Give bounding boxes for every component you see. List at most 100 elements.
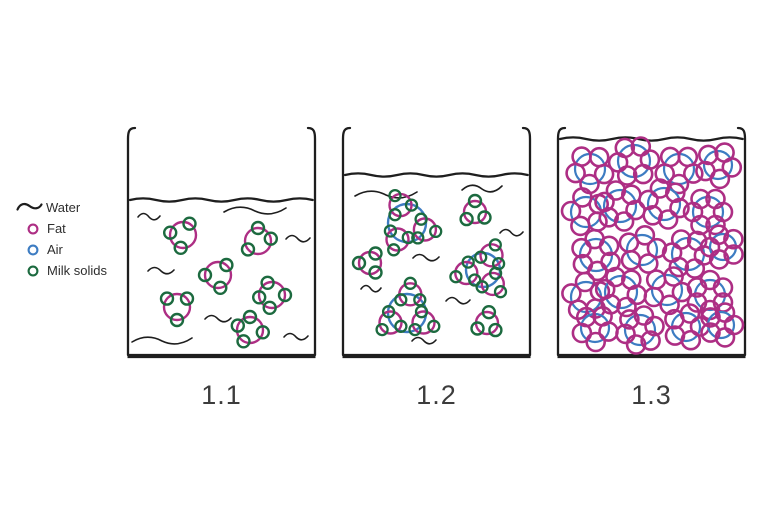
air-bubble [646, 186, 682, 222]
milk-solid [375, 322, 389, 337]
fat-globule [412, 217, 438, 242]
milk-solid [403, 276, 417, 290]
milk-solid [197, 267, 213, 283]
fat-globule [594, 191, 615, 213]
water-squiggle [461, 184, 503, 193]
water-squiggle [285, 234, 311, 243]
milk-solid [169, 312, 185, 328]
milk-solid [383, 224, 398, 238]
fat-globule [561, 283, 582, 304]
fat-globule [697, 144, 719, 166]
fat-globule [480, 271, 505, 297]
beaker-1.3 [556, 126, 747, 359]
beaker-left-wall [556, 126, 567, 357]
fat-globule [644, 315, 665, 337]
milk-solid [470, 321, 485, 336]
fat-globule [605, 180, 627, 201]
milk-solid [240, 242, 256, 257]
milk-solid [179, 291, 195, 306]
fat-globule [162, 292, 192, 322]
fat-globule [385, 227, 410, 252]
fat-globule [664, 325, 686, 346]
fat-globule [690, 188, 711, 210]
fat-globule [642, 205, 664, 226]
milk-solid [250, 220, 266, 236]
foam-cluster [700, 302, 745, 348]
air-bubble [623, 313, 657, 347]
fat-globule [682, 163, 704, 184]
water-squiggle [411, 336, 437, 345]
milk-solid [388, 188, 402, 203]
fat-globule [378, 310, 403, 335]
beaker-label-1-3: 1.3 [631, 380, 672, 410]
water-squiggle [147, 266, 175, 275]
fat-milk-cluster [197, 257, 234, 295]
milk-solid [414, 305, 429, 319]
air-bubble [602, 188, 638, 224]
fat-milk-cluster [351, 246, 383, 280]
water-wave-icon [16, 201, 46, 214]
milk-solid [255, 325, 270, 340]
milk-solid [219, 257, 234, 273]
fat-globule [575, 306, 597, 328]
milk-solid [488, 238, 502, 252]
fat-globule [638, 189, 659, 211]
beaker-right-wall [306, 126, 317, 357]
foam-cluster [686, 269, 734, 321]
air-bubble [650, 273, 684, 307]
fat-globule [560, 200, 582, 222]
foam-cluster [607, 136, 661, 186]
fat-milk-cluster [252, 275, 293, 315]
milk-solid [213, 280, 228, 295]
fat-globule [640, 330, 661, 351]
milk-solid [481, 305, 497, 320]
beaker-left-wall [126, 126, 137, 357]
milk-solid [394, 293, 408, 307]
fat-milk-cluster [230, 309, 270, 349]
water-squiggle [131, 336, 193, 345]
fat-globule [723, 244, 744, 265]
milk-solid [468, 273, 482, 287]
air-bubble [625, 233, 659, 267]
foam-cluster [643, 266, 693, 316]
milk-solid [493, 285, 508, 299]
fat-globule [598, 235, 620, 257]
air-fat-cluster [383, 188, 443, 257]
water-surface-line [128, 197, 314, 203]
fat-globule [649, 178, 671, 199]
legend: Water Fat Air Milk solids [16, 197, 107, 281]
milk-solid [236, 334, 251, 349]
legend-label: Milk solids [47, 263, 107, 278]
foam-cluster [699, 224, 744, 270]
milk-circle-icon [27, 265, 39, 277]
milk-solid [401, 230, 415, 245]
fat-globule [670, 229, 692, 250]
milk-solid [182, 216, 197, 231]
milk-solid [488, 322, 503, 338]
fat-milk-cluster [240, 220, 278, 257]
fat-globule [714, 327, 736, 348]
air-fat-cluster [375, 276, 441, 337]
foam-cluster [638, 178, 690, 230]
water-squiggle [137, 212, 161, 221]
fat-globule [700, 322, 721, 343]
legend-item-air: Air [16, 239, 107, 260]
fat-globule [659, 294, 680, 316]
fat-globule [625, 334, 647, 355]
fat-globule [570, 215, 591, 237]
milk-solid [260, 275, 275, 290]
milk-solid [449, 270, 463, 284]
fat-globule [203, 260, 233, 290]
fat-globule [615, 323, 636, 345]
fat-globule [657, 209, 679, 230]
milk-solid [461, 255, 475, 269]
legend-label: Fat [47, 221, 66, 236]
fat-globule [411, 310, 436, 335]
foam-cluster [695, 142, 743, 190]
milk-solid [368, 265, 383, 280]
foam-cluster [560, 187, 610, 237]
foam-cluster [571, 228, 621, 282]
milk-solid [404, 198, 419, 212]
milk-solid [368, 246, 383, 261]
